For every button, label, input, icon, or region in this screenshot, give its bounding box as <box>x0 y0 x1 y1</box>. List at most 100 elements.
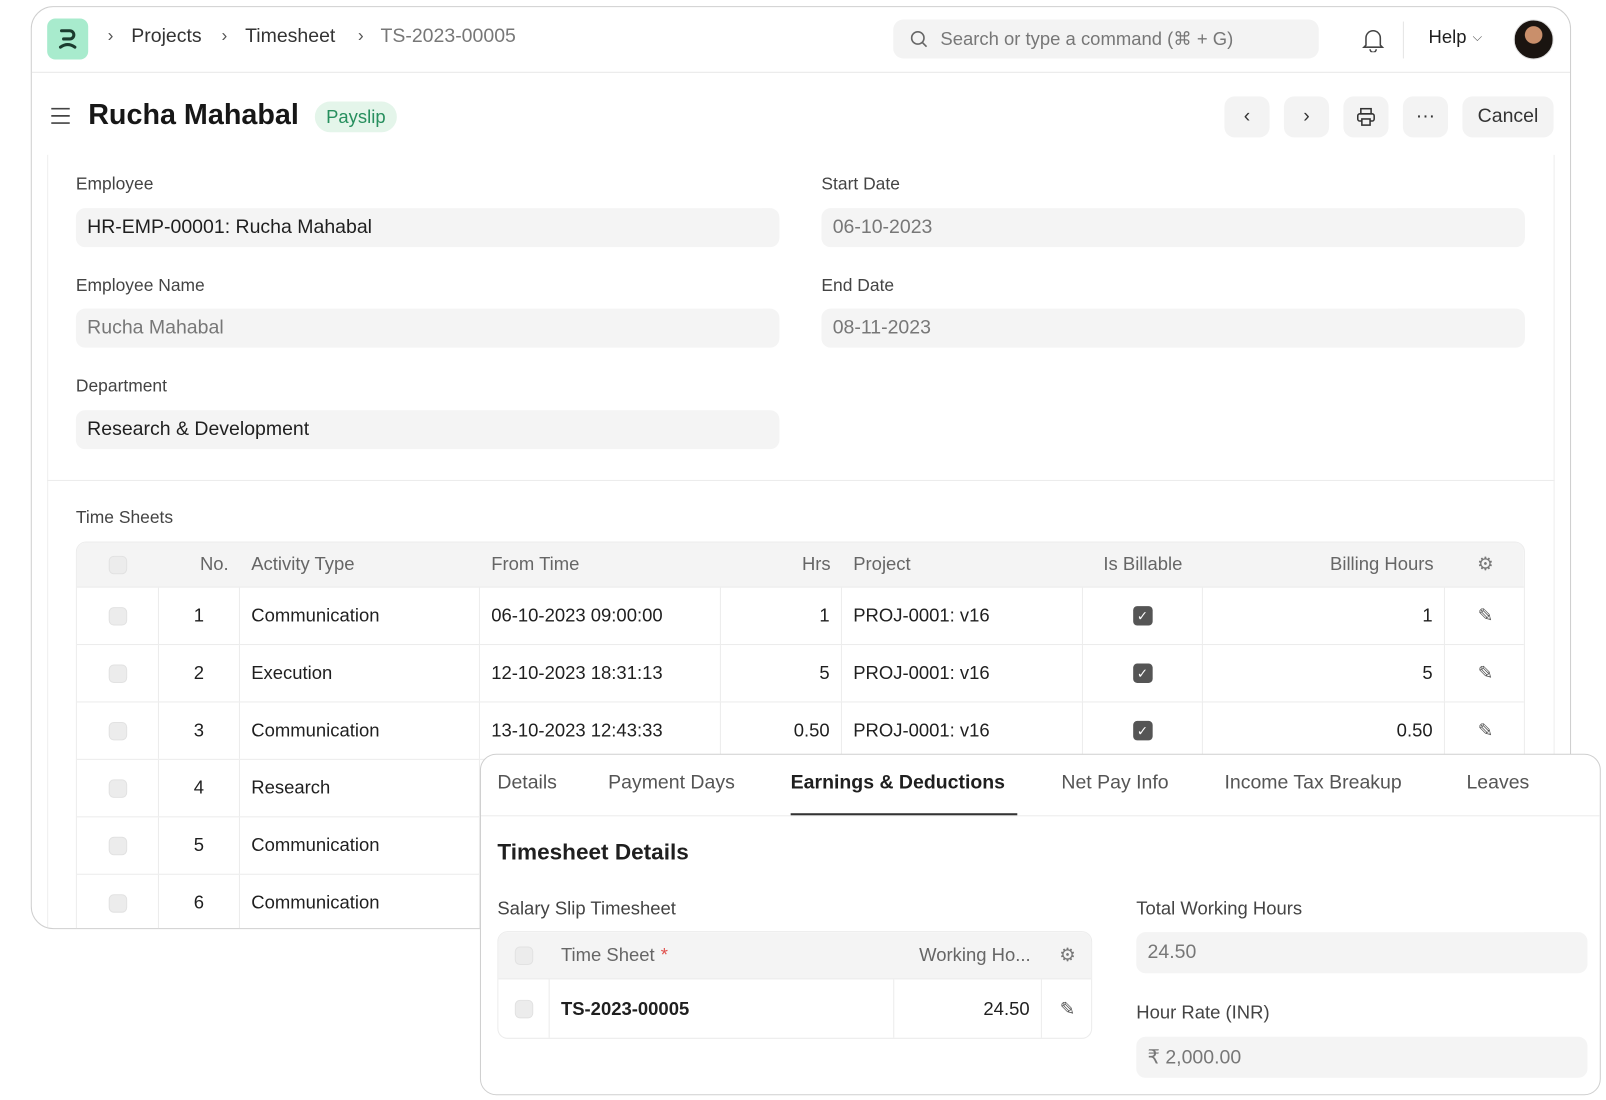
breadcrumb-current[interactable]: TS-2023-00005 <box>380 25 516 48</box>
row-checkbox[interactable] <box>108 836 127 855</box>
select-all-cell <box>77 542 159 586</box>
total-working-hours-field[interactable]: 24.50 <box>1136 932 1588 974</box>
table-row[interactable]: 6 Communication <box>77 874 1524 929</box>
end-date-field[interactable]: 08-11-2023 <box>821 308 1525 348</box>
breadcrumb-timesheet[interactable]: Timesheet <box>245 25 336 48</box>
hrs-cell[interactable]: 0.50 <box>721 702 842 759</box>
edit-pencil-icon[interactable]: ✎ <box>1059 998 1076 1019</box>
billing-hours-cell[interactable]: 5 <box>1203 645 1445 702</box>
from-time-cell[interactable]: 12-10-2023 18:31:13 <box>480 645 721 702</box>
previous-button[interactable]: ‹ <box>1224 96 1270 138</box>
breadcrumb-projects[interactable]: Projects <box>131 25 202 48</box>
chevron-down-icon: ⌵ <box>1472 29 1482 45</box>
page-title: Rucha Mahabal <box>88 98 299 131</box>
billable-checkbox[interactable]: ✓ <box>1132 720 1153 741</box>
working-hours-cell[interactable]: 24.50 <box>894 979 1042 1038</box>
checkbox-cell <box>77 702 159 759</box>
billable-checkbox[interactable]: ✓ <box>1132 606 1153 626</box>
hrs-cell[interactable]: 1 <box>721 587 842 645</box>
chevron-right-icon: › <box>1303 105 1310 128</box>
gear-icon[interactable]: ⚙ <box>1477 553 1494 575</box>
cancel-button[interactable]: Cancel <box>1462 96 1554 138</box>
hrs-cell[interactable]: 5 <box>721 645 842 702</box>
table-row[interactable]: 1 Communication 06-10-2023 09:00:00 1 PROJ-0… <box>76 587 1524 646</box>
active-tab-underline <box>790 813 1018 816</box>
billing-hours-cell[interactable]: 0.50 <box>1203 702 1445 759</box>
edit-pencil-icon[interactable]: ✎ <box>1477 605 1494 626</box>
chevron-right-icon: › <box>221 25 228 46</box>
select-all-checkbox[interactable] <box>514 946 534 965</box>
form-card <box>47 154 1555 929</box>
project-cell[interactable]: PROJ-0001: v16 <box>842 645 1083 702</box>
table-row[interactable]: 3 Communication 13-10-2023 12:43:33 0.50 PRO… <box>76 702 1524 760</box>
time-sheets-label: Time Sheets <box>75 507 174 528</box>
row-checkbox[interactable] <box>108 664 127 683</box>
checkbox-cell <box>77 645 159 702</box>
activity-type-cell[interactable]: Execution <box>240 645 480 702</box>
tab-leaves[interactable]: Leaves <box>1466 772 1530 794</box>
column-header-activity-type: Activity Type <box>251 553 355 575</box>
select-all-checkbox[interactable] <box>108 555 128 574</box>
project-cell[interactable]: PROJ-0001: v16 <box>842 702 1083 759</box>
top-navbar: › Projects › Timesheet › TS-2023-00005 S… <box>31 7 1571 73</box>
table-row[interactable]: TS-2023-00005 24.50 ✎ <box>498 979 1091 1038</box>
help-label: Help <box>1428 26 1467 48</box>
print-button[interactable] <box>1343 96 1389 138</box>
salary-slip-popup: Details Payment Days Earnings & Deductions… <box>479 753 1601 1096</box>
billable-checkbox[interactable]: ✓ <box>1132 663 1153 683</box>
total-working-hours-label: Total Working Hours <box>1136 898 1303 919</box>
employee-name-field[interactable]: Rucha Mahabal <box>75 308 780 348</box>
hour-rate-field[interactable]: ₹ 2,000.00 <box>1136 1036 1588 1078</box>
chevron-right-icon: › <box>107 25 114 46</box>
hour-rate-label: Hour Rate (INR) <box>1136 1001 1270 1023</box>
column-header-billing-hours: Billing Hours <box>1330 553 1434 575</box>
help-menu[interactable]: Help ⌵ <box>1429 27 1482 49</box>
end-date-label: End Date <box>821 275 895 296</box>
gear-icon[interactable]: ⚙ <box>1059 944 1076 965</box>
ellipsis-icon: ··· <box>1415 105 1436 128</box>
activity-type-cell[interactable]: Communication <box>240 817 480 874</box>
section-divider <box>47 479 1555 481</box>
project-cell[interactable]: PROJ-0001: v16 <box>842 587 1083 645</box>
tab-net-pay-info[interactable]: Net Pay Info <box>1061 772 1169 794</box>
divider <box>1402 21 1404 59</box>
employee-field[interactable]: HR-EMP-00001: Rucha Mahabal <box>75 208 780 248</box>
row-checkbox[interactable] <box>108 721 127 740</box>
no-cell: 6 <box>159 874 240 929</box>
search-icon <box>910 30 928 48</box>
is-billable-cell: ✓ <box>1083 645 1203 702</box>
activity-type-cell[interactable]: Communication <box>240 587 480 645</box>
tab-earnings-deductions[interactable]: Earnings & Deductions <box>790 772 1006 794</box>
checkbox-cell <box>77 874 159 929</box>
start-date-field[interactable]: 06-10-2023 <box>821 208 1525 248</box>
time-sheet-cell[interactable]: TS-2023-00005 <box>550 979 895 1038</box>
edit-pencil-icon[interactable]: ✎ <box>1477 662 1494 683</box>
avatar[interactable] <box>1513 19 1554 60</box>
row-checkbox[interactable] <box>108 893 127 913</box>
tab-income-tax-breakup[interactable]: Income Tax Breakup <box>1224 772 1402 794</box>
next-button[interactable]: › <box>1283 96 1330 138</box>
table-header: No. Activity Type From Time Hrs Project Is Bi… <box>76 542 1524 588</box>
activity-type-cell[interactable]: Communication <box>240 702 480 759</box>
row-checkbox[interactable] <box>108 606 127 626</box>
activity-type-cell[interactable]: Research <box>240 759 480 817</box>
bell-icon[interactable] <box>1362 28 1385 53</box>
activity-type-cell[interactable]: Communication <box>240 874 480 929</box>
status-badge: Payslip <box>314 101 397 133</box>
billing-hours-cell[interactable]: 1 <box>1203 587 1445 645</box>
search-input[interactable]: Search or type a command (⌘ + G) <box>893 19 1319 59</box>
tab-details[interactable]: Details <box>497 772 557 794</box>
required-mark: * <box>660 944 669 965</box>
department-field[interactable]: Research & Development <box>75 410 780 450</box>
app-logo[interactable] <box>47 18 89 60</box>
row-checkbox[interactable] <box>108 778 127 798</box>
hamburger-menu-icon[interactable] <box>50 107 71 125</box>
tab-payment-days[interactable]: Payment Days <box>608 772 735 794</box>
from-time-cell[interactable]: 13-10-2023 12:43:33 <box>480 702 721 759</box>
edit-pencil-icon[interactable]: ✎ <box>1477 719 1494 741</box>
settings-cell: ⚙ <box>1445 542 1524 586</box>
more-options-button[interactable]: ··· <box>1402 96 1449 138</box>
table-row[interactable]: 2 Execution 12-10-2023 18:31:13 5 PROJ-0001:… <box>76 645 1524 703</box>
row-checkbox[interactable] <box>514 999 533 1019</box>
from-time-cell[interactable]: 06-10-2023 09:00:00 <box>480 587 721 645</box>
